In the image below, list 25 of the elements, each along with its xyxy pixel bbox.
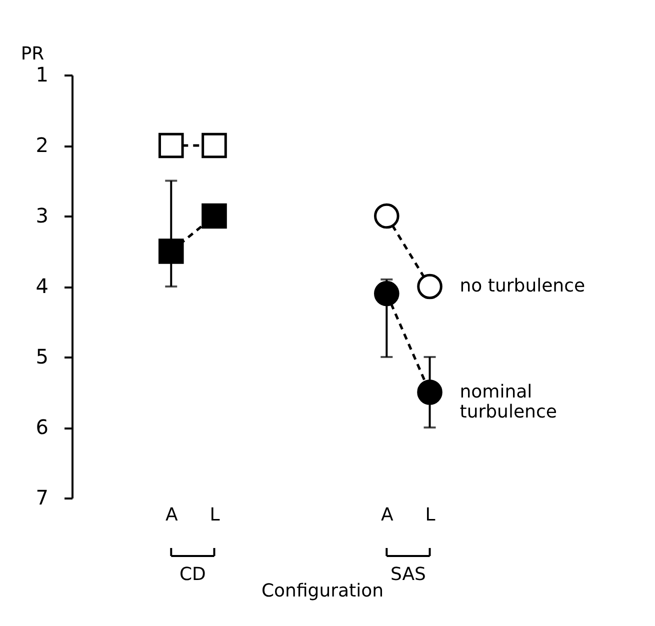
- y-tick-label: 7: [36, 486, 48, 510]
- point: [374, 280, 400, 306]
- x-tick-label: L: [210, 504, 220, 526]
- y-tick-label: 6: [36, 415, 48, 439]
- x-axis-title: Configuration: [261, 580, 384, 602]
- series-label: no turbulence: [460, 276, 586, 296]
- point: [158, 132, 184, 158]
- series-label: nominal turbulence: [460, 381, 557, 422]
- x-tick-label: A: [380, 504, 394, 526]
- point: [202, 203, 227, 229]
- text: CD: [179, 564, 206, 585]
- y-tick-label: 5: [36, 344, 48, 368]
- point: [417, 274, 442, 300]
- y-tick-label: 3: [36, 204, 48, 228]
- x-tick-label: L: [425, 504, 436, 526]
- x-tick-label: A: [165, 504, 178, 526]
- point: [374, 203, 400, 229]
- y-tick-label: 1: [36, 62, 48, 86]
- point: [417, 380, 442, 405]
- point: [158, 238, 184, 264]
- point: [202, 132, 227, 158]
- y-axis-title: PR: [20, 44, 44, 64]
- text: SAS: [390, 564, 426, 585]
- y-tick-label: 4: [36, 274, 48, 298]
- y-tick-label: 2: [36, 133, 48, 157]
